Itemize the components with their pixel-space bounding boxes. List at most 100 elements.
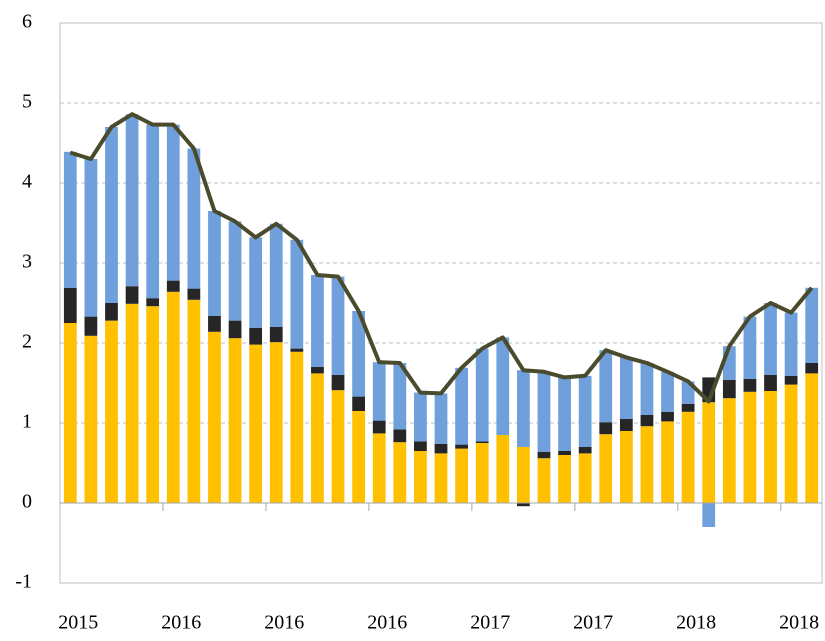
bar-segment bbox=[558, 377, 571, 451]
bar-segment bbox=[311, 367, 324, 374]
bar-segment bbox=[702, 503, 716, 527]
bar-segment bbox=[393, 429, 407, 443]
bar-segment bbox=[764, 391, 777, 503]
bar-segment bbox=[496, 337, 510, 435]
bar-segment bbox=[455, 367, 468, 445]
bar-segment bbox=[455, 444, 468, 449]
bar-segment bbox=[640, 426, 654, 503]
bar-segment bbox=[228, 320, 242, 339]
bar-segment bbox=[537, 371, 551, 452]
bar-segment bbox=[743, 379, 757, 392]
bar-segment bbox=[434, 393, 448, 444]
bar-segment bbox=[146, 124, 160, 299]
y-tick-label: -1 bbox=[15, 571, 32, 593]
x-tick-label: 2015 bbox=[58, 612, 98, 634]
bar-segment bbox=[805, 287, 819, 363]
bar-segment bbox=[702, 402, 716, 503]
bar-segment bbox=[166, 291, 180, 503]
bar-segment bbox=[187, 148, 201, 289]
bar-segment bbox=[249, 237, 263, 328]
bar-segment bbox=[496, 435, 510, 503]
bar-segment bbox=[393, 363, 407, 430]
bar-segment bbox=[516, 370, 530, 447]
bar-segment bbox=[166, 280, 180, 292]
bar-segment bbox=[166, 124, 180, 281]
bar-segment bbox=[743, 316, 757, 379]
bar-segment bbox=[372, 362, 386, 421]
bar-segment bbox=[146, 306, 160, 503]
bar-segment bbox=[63, 151, 77, 288]
bar-segment bbox=[125, 114, 139, 287]
bar-segment bbox=[619, 431, 633, 503]
bar-segment bbox=[578, 453, 592, 503]
x-tick-label: 2016 bbox=[161, 612, 201, 634]
bar-segment bbox=[352, 396, 366, 411]
bar-segment bbox=[331, 276, 345, 375]
bar-segment bbox=[661, 411, 674, 422]
bar-segment bbox=[722, 379, 736, 399]
bar-segment bbox=[661, 421, 674, 503]
y-tick-label: 4 bbox=[22, 171, 32, 193]
y-tick-label: 6 bbox=[22, 11, 32, 33]
bar-segment bbox=[537, 451, 551, 459]
bar-segment bbox=[352, 311, 366, 397]
bar-segment bbox=[269, 342, 283, 503]
bar-segment bbox=[516, 503, 530, 507]
bar-segment bbox=[599, 350, 613, 423]
bar-segment bbox=[434, 453, 448, 503]
bar-segment bbox=[269, 223, 283, 327]
bar-segment bbox=[84, 335, 98, 503]
bar-segment bbox=[414, 392, 427, 442]
bar-segment bbox=[311, 373, 324, 503]
bar-segment bbox=[619, 357, 633, 419]
y-tick-label: 2 bbox=[22, 331, 32, 353]
bar-segment bbox=[331, 375, 345, 391]
bar-segment bbox=[352, 411, 366, 503]
bar-segment bbox=[537, 458, 551, 503]
bar-segment bbox=[681, 403, 695, 412]
bar-segment bbox=[228, 221, 242, 321]
bar-segment bbox=[414, 451, 427, 503]
x-tick-label: 2016 bbox=[264, 612, 304, 634]
bar-segment bbox=[475, 348, 489, 442]
bar-segment bbox=[599, 434, 613, 503]
bar-segment bbox=[187, 299, 201, 503]
bar-segment bbox=[434, 443, 448, 454]
bar-segment bbox=[331, 390, 345, 503]
bar-segment bbox=[208, 211, 221, 316]
y-tick-label: 3 bbox=[22, 251, 32, 273]
bar-segment bbox=[105, 303, 118, 321]
bar-segment bbox=[228, 338, 242, 503]
bar-segment bbox=[125, 286, 139, 304]
bar-segment bbox=[249, 344, 263, 503]
bar-segment bbox=[558, 451, 571, 455]
bar-segment bbox=[764, 303, 777, 375]
x-tick-label: 2018 bbox=[676, 612, 716, 634]
bar-segment bbox=[125, 303, 139, 503]
bar-segment bbox=[249, 327, 263, 345]
bar-segment bbox=[105, 127, 118, 303]
bar-segment bbox=[722, 398, 736, 503]
bar-segment bbox=[146, 298, 160, 307]
bar-segment bbox=[290, 351, 304, 503]
bar-segment bbox=[84, 316, 98, 336]
bar-segment bbox=[784, 375, 798, 385]
y-tick-label: 1 bbox=[22, 411, 32, 433]
bar-segment bbox=[578, 447, 592, 454]
bar-segment bbox=[269, 327, 283, 343]
bar-segment bbox=[640, 363, 654, 415]
bar-segment bbox=[208, 331, 221, 503]
bar-segment bbox=[105, 320, 118, 503]
total-line bbox=[69, 112, 814, 404]
bar-segment bbox=[290, 348, 304, 352]
plot-area bbox=[59, 22, 823, 584]
bar-segment bbox=[84, 159, 98, 317]
bar-segment bbox=[208, 315, 221, 332]
bar-segment bbox=[475, 443, 489, 503]
bar-segment bbox=[784, 384, 798, 503]
bar-segment bbox=[599, 422, 613, 435]
bar-segment bbox=[805, 373, 819, 503]
bar-segment bbox=[372, 433, 386, 503]
bar-segment bbox=[805, 363, 819, 374]
